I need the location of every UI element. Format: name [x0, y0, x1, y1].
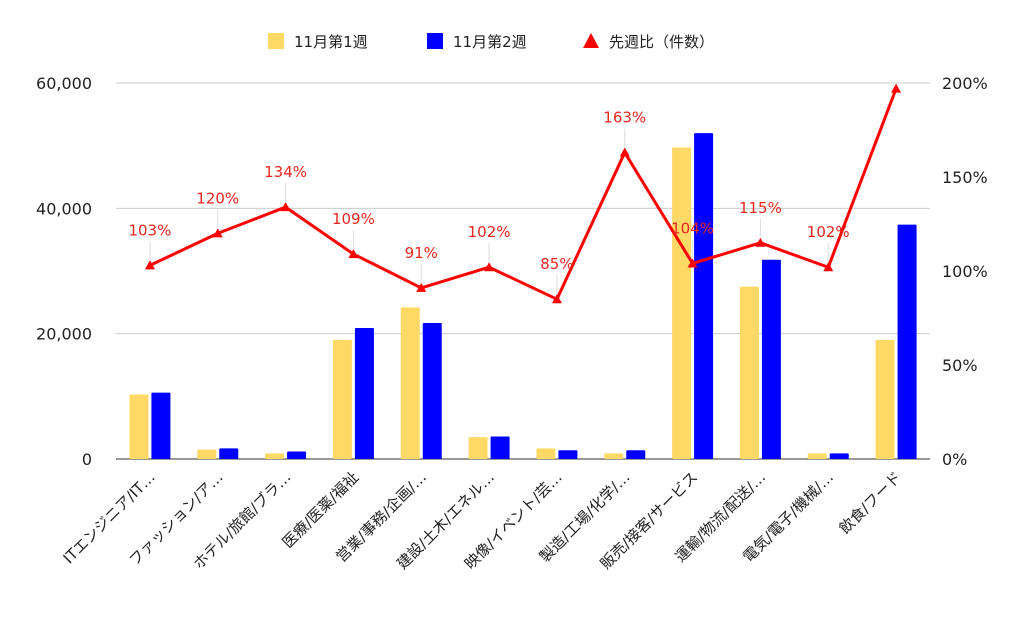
y-left-tick-label: 0 — [82, 450, 92, 469]
data-label: 102% — [807, 223, 850, 241]
bar — [761, 259, 781, 459]
y-axis-left: 0 20,000 40,000 60,000 — [36, 74, 92, 469]
line-point — [280, 202, 291, 212]
data-label: 91% — [405, 244, 438, 262]
bar — [332, 339, 352, 459]
line-point — [891, 83, 902, 93]
y-left-tick-label: 40,000 — [36, 199, 92, 218]
bar-series — [129, 133, 917, 459]
bar — [129, 394, 149, 459]
bar — [604, 453, 624, 459]
bar — [422, 323, 442, 459]
line-point — [755, 237, 766, 247]
line-series: 103% 120% 134% 109% 91% 102% 85% 163% 104% 115% 10… — [128, 83, 902, 304]
line-point — [551, 294, 562, 304]
bar — [468, 437, 488, 459]
line-point — [484, 262, 495, 272]
bar — [400, 307, 420, 459]
bar — [151, 392, 171, 459]
data-label: 120% — [196, 189, 239, 207]
x-axis: ITエンジニア/IT…ファッション/ア…ホテル/旅館/ブラ…医療/医薬/福祉営業… — [60, 468, 905, 573]
bar — [807, 453, 827, 459]
line-point — [687, 258, 698, 268]
bar — [875, 339, 895, 459]
line-point — [416, 282, 427, 292]
line-point — [619, 147, 630, 157]
bar — [558, 450, 578, 459]
bar — [739, 286, 759, 459]
bar — [354, 328, 374, 459]
data-label: 115% — [739, 199, 782, 217]
y-axis-right: 0% 50% 100% 150% 200% — [942, 74, 988, 469]
y-right-tick-label: 0% — [942, 450, 967, 469]
bar — [197, 449, 217, 459]
y-right-tick-label: 100% — [942, 262, 988, 281]
data-label: 109% — [332, 210, 375, 228]
gridlines — [116, 82, 930, 460]
data-label: 102% — [468, 223, 511, 241]
series-line — [149, 88, 898, 301]
data-label: 134% — [264, 163, 307, 181]
y-right-tick-label: 200% — [942, 74, 988, 93]
bar — [897, 224, 917, 459]
line-point — [212, 228, 223, 238]
bar — [829, 453, 849, 459]
legend: 11月第1週 11月第2週 先週比（件数） — [268, 33, 714, 51]
bar — [287, 451, 307, 459]
y-left-tick-label: 20,000 — [36, 325, 92, 344]
legend-swatch — [268, 33, 284, 49]
line-point — [144, 260, 155, 270]
legend-swatch — [583, 33, 599, 48]
data-label: 163% — [603, 109, 646, 127]
y-left-tick-label: 60,000 — [36, 74, 92, 93]
legend-label: 先週比（件数） — [609, 33, 714, 51]
line-point — [348, 249, 359, 259]
bar — [694, 133, 714, 459]
y-right-tick-label: 150% — [942, 168, 988, 187]
y-right-tick-label: 50% — [942, 356, 978, 375]
legend-swatch — [427, 33, 443, 49]
data-label: 104% — [671, 219, 714, 237]
bar — [490, 436, 510, 459]
legend-label: 11月第2週 — [453, 33, 527, 51]
data-label: 85% — [540, 255, 573, 273]
bar — [672, 147, 692, 459]
legend-label: 11月第1週 — [294, 33, 368, 51]
x-tick-label: 飲食/フード — [836, 468, 905, 537]
line-point — [823, 262, 834, 272]
bar — [265, 453, 285, 459]
data-label: 103% — [128, 221, 171, 239]
bar — [219, 448, 239, 459]
bar — [536, 448, 556, 459]
bar — [626, 450, 646, 459]
